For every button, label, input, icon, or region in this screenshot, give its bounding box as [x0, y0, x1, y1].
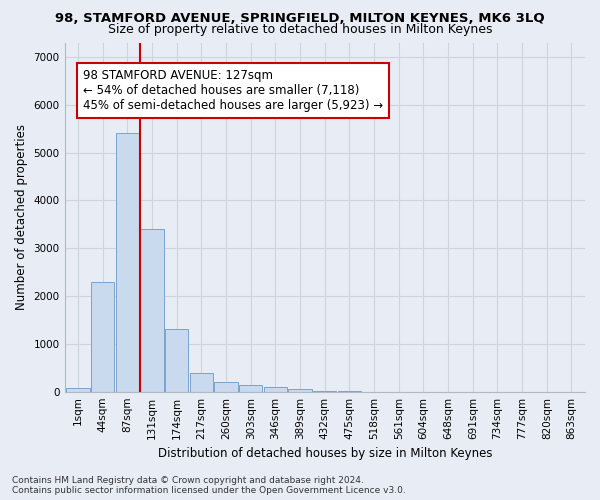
Text: Size of property relative to detached houses in Milton Keynes: Size of property relative to detached ho…	[108, 22, 492, 36]
Bar	[116, 134, 139, 392]
Text: 98 STAMFORD AVENUE: 127sqm
← 54% of detached houses are smaller (7,118)
45% of s: 98 STAMFORD AVENUE: 127sqm ← 54% of deta…	[83, 69, 383, 112]
Y-axis label: Number of detached properties: Number of detached properties	[15, 124, 28, 310]
Bar	[67, 388, 90, 392]
Bar	[313, 390, 337, 392]
Bar	[239, 384, 262, 392]
Bar	[140, 229, 164, 392]
Bar	[264, 387, 287, 392]
Bar	[91, 282, 115, 392]
X-axis label: Distribution of detached houses by size in Milton Keynes: Distribution of detached houses by size …	[158, 447, 492, 460]
Bar	[190, 372, 213, 392]
Bar	[214, 382, 238, 392]
Text: Contains HM Land Registry data © Crown copyright and database right 2024.
Contai: Contains HM Land Registry data © Crown c…	[12, 476, 406, 495]
Bar	[289, 390, 312, 392]
Text: 98, STAMFORD AVENUE, SPRINGFIELD, MILTON KEYNES, MK6 3LQ: 98, STAMFORD AVENUE, SPRINGFIELD, MILTON…	[55, 12, 545, 26]
Bar	[165, 330, 188, 392]
